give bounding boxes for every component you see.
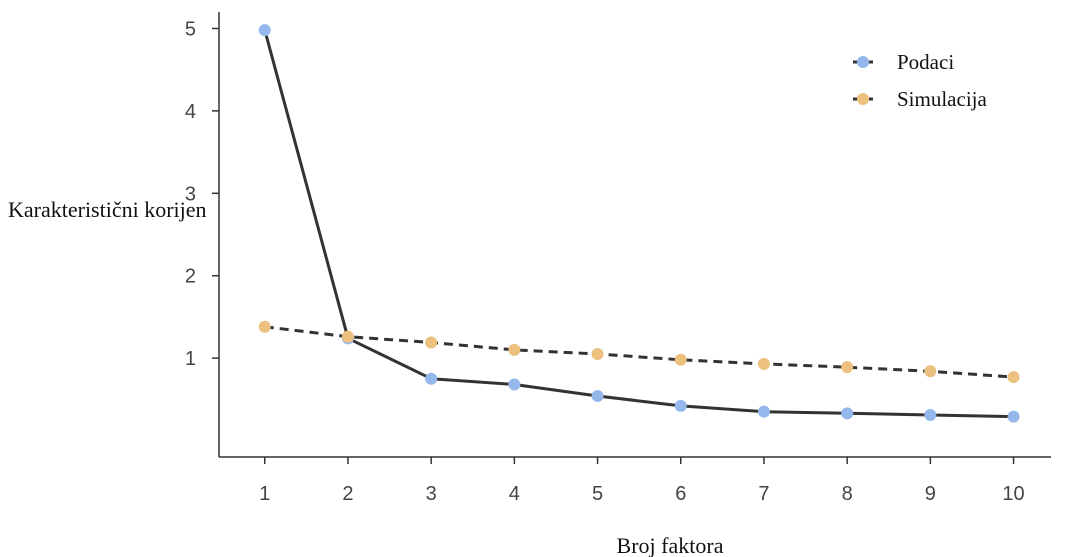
- series-line-1: [263, 29, 1014, 419]
- x-tick-label: 9: [925, 483, 936, 505]
- series-1-point: [425, 372, 438, 385]
- series-1-point: [841, 407, 854, 420]
- series-2-point: [757, 357, 770, 370]
- y-tick-label: 1: [185, 348, 196, 370]
- y-tick-label: 3: [185, 183, 196, 205]
- legend-marker: [857, 93, 869, 105]
- series-1-point: [674, 399, 687, 412]
- series-1-point: [591, 390, 604, 403]
- series-line-2: [264, 325, 1014, 379]
- series-1-point: [757, 405, 770, 418]
- x-tick-label: 6: [675, 483, 686, 505]
- series-points: [258, 24, 1020, 423]
- x-tick-label: 5: [592, 483, 603, 505]
- y-tick-label: 2: [185, 266, 196, 288]
- x-tick-label: 7: [758, 483, 769, 505]
- legend-label: Simulacija: [897, 87, 987, 111]
- series-2-point: [508, 343, 521, 356]
- x-tick-label: 2: [342, 483, 353, 505]
- series-2-point: [425, 336, 438, 349]
- series-1-point: [924, 408, 937, 421]
- x-tick-label: 10: [1002, 483, 1024, 505]
- series-2-point: [1007, 371, 1020, 384]
- y-tick-label: 4: [185, 101, 196, 123]
- series-lines: [263, 29, 1014, 419]
- series-2-point: [674, 353, 687, 366]
- series-1-point: [1007, 410, 1020, 423]
- legend-label: Podaci: [897, 50, 954, 74]
- series-1-point: [508, 378, 521, 391]
- series-2-point: [258, 320, 271, 333]
- series-2-point: [341, 330, 354, 343]
- x-axis-title: Broj faktora: [617, 533, 724, 557]
- series-2-point: [591, 347, 604, 360]
- x-tick-label: 4: [509, 483, 520, 505]
- y-tick-label: 5: [185, 18, 196, 40]
- x-tick-label: 3: [426, 483, 437, 505]
- x-tick-label: 8: [842, 483, 853, 505]
- series-2-point: [841, 361, 854, 374]
- series-1-point: [258, 24, 271, 37]
- x-tick-label: 1: [259, 483, 270, 505]
- legend-marker: [857, 56, 869, 68]
- y-axis-title: Karakteristični korijen: [8, 197, 207, 222]
- axes: [218, 12, 1051, 458]
- series-2-point: [924, 365, 937, 378]
- ticks: 1 2 3 4 5 1 2 3 4 5 6 7 8 9 10: [185, 18, 1025, 505]
- legend: Podaci Simulacija: [853, 50, 987, 111]
